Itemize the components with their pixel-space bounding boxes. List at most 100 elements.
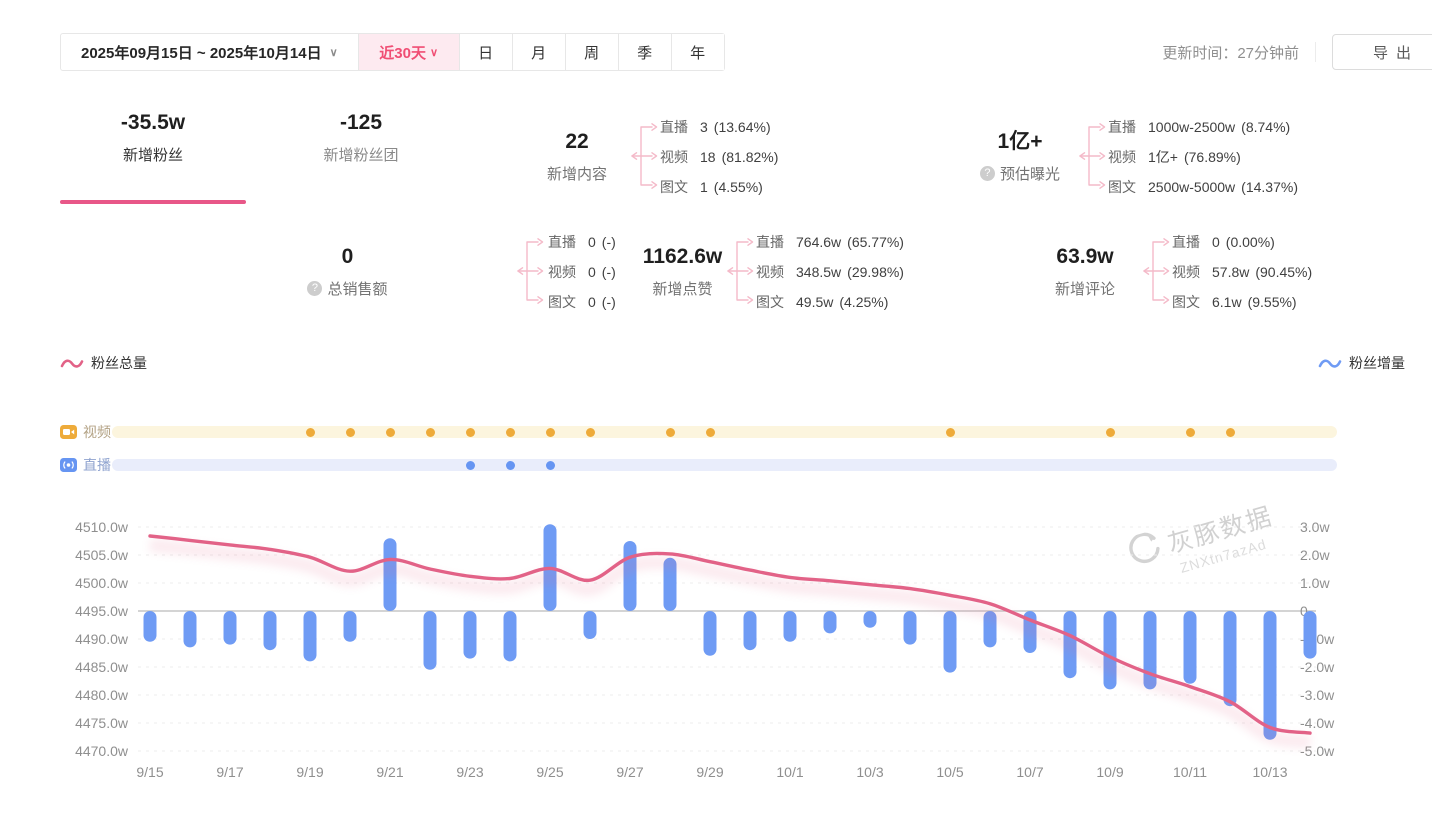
legend-label: 粉丝增量 bbox=[1349, 355, 1405, 371]
stat-value: 22 bbox=[565, 129, 589, 153]
legend-fan-delta[interactable]: 粉丝增量 bbox=[1318, 353, 1405, 373]
help-icon[interactable]: ? bbox=[307, 280, 323, 296]
breakdown-value: 0 bbox=[1212, 234, 1220, 250]
svg-text:9/25: 9/25 bbox=[536, 764, 563, 780]
selected-card-underline bbox=[60, 200, 246, 204]
video-timeline-label: 视频 bbox=[60, 422, 111, 442]
svg-text:10/3: 10/3 bbox=[856, 764, 883, 780]
stat-value: -35.5w bbox=[120, 111, 186, 134]
video-dot bbox=[1185, 427, 1195, 437]
quick-range-dropdown[interactable]: 近30天 ∨ bbox=[358, 34, 459, 70]
svg-text:9/23: 9/23 bbox=[456, 764, 483, 780]
update-time: 更新时间：27分钟前 bbox=[1162, 44, 1299, 62]
breakdown-percent: (4.25%) bbox=[839, 294, 889, 310]
breakdown-percent: (-) bbox=[601, 294, 616, 310]
breakdown-value: 1000w-2500w bbox=[1148, 119, 1236, 135]
stat-label: ? 总销售额 bbox=[307, 278, 388, 299]
breakdown-percent: (8.74%) bbox=[1241, 119, 1291, 135]
tab-year[interactable]: 年 bbox=[670, 34, 724, 70]
breakdown-bracket bbox=[1079, 123, 1106, 189]
stat-card-estimated-exposure[interactable]: 1亿+ ? 预估曝光 bbox=[940, 112, 1100, 200]
breakdown-label: 视频 bbox=[660, 149, 688, 165]
stat-card-new-fanclub[interactable]: -125 新增粉丝团 bbox=[268, 110, 454, 165]
legend-fan-total[interactable]: 粉丝总量 bbox=[60, 353, 147, 373]
breakdown-value: 57.8w bbox=[1212, 264, 1250, 280]
breakdown-value: 348.5w bbox=[796, 264, 842, 280]
date-range-picker[interactable]: 2025年09月15日 ~ 2025年10月14日 ∨ bbox=[61, 34, 359, 70]
breakdown-label: 图文 bbox=[1108, 179, 1136, 195]
divider bbox=[1315, 42, 1316, 62]
svg-text:4505.0w: 4505.0w bbox=[75, 547, 129, 563]
breakdown-label: 视频 bbox=[548, 264, 576, 280]
stat-label: 新增评论 bbox=[1054, 280, 1115, 298]
svg-text:10/1: 10/1 bbox=[776, 764, 803, 780]
breakdown-value: 1亿+ bbox=[1148, 149, 1178, 165]
svg-text:3.0w: 3.0w bbox=[1300, 519, 1330, 535]
stat-card-new-comments[interactable]: 63.9w 新增评论 bbox=[1000, 227, 1170, 315]
svg-text:-2.0w: -2.0w bbox=[1300, 659, 1335, 675]
breakdown-list: 直播 0 (0.00%) 视频 57.8w (90.45%) 图文 6.1w (9.55%) bbox=[1172, 227, 1318, 317]
live-timeline-label: 直播 bbox=[60, 455, 111, 475]
export-button[interactable]: 导出 bbox=[1332, 34, 1432, 70]
breakdown-value: 18 bbox=[700, 149, 716, 165]
video-dot bbox=[705, 427, 715, 437]
breakdown-value: 6.1w bbox=[1212, 294, 1242, 310]
svg-text:4500.0w: 4500.0w bbox=[75, 575, 129, 591]
tab-quarter[interactable]: 季 bbox=[617, 34, 671, 70]
stat-label: 新增内容 bbox=[546, 165, 607, 183]
breakdown-value: 0 bbox=[588, 294, 596, 310]
video-dot bbox=[665, 427, 675, 437]
video-dot bbox=[385, 427, 395, 437]
stat-value: 1亿+ bbox=[997, 129, 1043, 153]
stat-label: 新增粉丝 bbox=[122, 147, 183, 164]
tab-week[interactable]: 周 bbox=[564, 34, 618, 70]
stat-label: ? 预估曝光 bbox=[979, 163, 1060, 184]
breakdown-label: 视频 bbox=[1108, 149, 1136, 165]
toolbar-right: 更新时间：27分钟前 导出 bbox=[1162, 33, 1432, 71]
breakdown-percent: (-) bbox=[601, 264, 616, 280]
tab-month[interactable]: 月 bbox=[511, 34, 565, 70]
video-dot bbox=[1225, 427, 1235, 437]
date-filter-bar: 2025年09月15日 ~ 2025年10月14日 ∨ 近30天 ∨ 日 月 周… bbox=[60, 33, 725, 71]
video-dot bbox=[585, 427, 595, 437]
breakdown-value: 764.6w bbox=[796, 234, 842, 250]
svg-text:10/11: 10/11 bbox=[1173, 764, 1207, 780]
stat-card-total-sales[interactable]: 0 ? 总销售额 bbox=[250, 227, 445, 315]
stat-card-new-content[interactable]: 22 新增内容 bbox=[492, 112, 662, 200]
svg-text:4470.0w: 4470.0w bbox=[75, 743, 129, 759]
stat-value: 1162.6w bbox=[642, 244, 723, 268]
help-icon[interactable]: ? bbox=[979, 165, 995, 181]
live-track bbox=[112, 459, 1337, 471]
quick-range-text: 近30天 bbox=[379, 44, 426, 62]
stat-value: 0 bbox=[341, 244, 354, 268]
breakdown-label: 直播 bbox=[1108, 119, 1136, 135]
stat-label: 新增粉丝团 bbox=[323, 147, 399, 164]
stat-card-new-likes[interactable]: 1162.6w 新增点赞 bbox=[590, 227, 775, 315]
breakdown-label: 视频 bbox=[756, 264, 784, 280]
breakdown-percent: (-) bbox=[601, 234, 616, 250]
breakdown-list: 直播 1000w-2500w (8.74%) 视频 1亿+ (76.89%) 图文 250… bbox=[1108, 112, 1304, 202]
svg-text:-4.0w: -4.0w bbox=[1300, 715, 1335, 731]
wave-icon bbox=[1318, 359, 1342, 368]
breakdown-bracket bbox=[727, 238, 754, 304]
breakdown-list: 直播 3 (13.64%) 视频 18 (81.82%) 图文 1 (4.55%) bbox=[660, 112, 784, 202]
stat-value: -125 bbox=[339, 111, 383, 134]
stat-label-text: 预估曝光 bbox=[999, 165, 1060, 183]
breakdown-bracket bbox=[631, 123, 658, 189]
live-dot bbox=[505, 460, 515, 470]
breakdown-percent: (90.45%) bbox=[1255, 264, 1313, 280]
breakdown-label: 直播 bbox=[660, 119, 688, 135]
svg-text:9/27: 9/27 bbox=[616, 764, 643, 780]
breakdown-label: 图文 bbox=[756, 294, 784, 310]
video-dot bbox=[345, 427, 355, 437]
chevron-down-icon: ∨ bbox=[429, 46, 439, 59]
video-dot bbox=[945, 427, 955, 437]
stat-card-new-fans[interactable]: -35.5w 新增粉丝 bbox=[60, 110, 246, 165]
tab-day[interactable]: 日 bbox=[458, 34, 512, 70]
svg-text:0: 0 bbox=[1300, 603, 1308, 619]
breakdown-value: 49.5w bbox=[796, 294, 834, 310]
breakdown-label: 直播 bbox=[548, 234, 576, 250]
stat-label-text: 总销售额 bbox=[327, 280, 388, 298]
video-dot bbox=[305, 427, 315, 437]
